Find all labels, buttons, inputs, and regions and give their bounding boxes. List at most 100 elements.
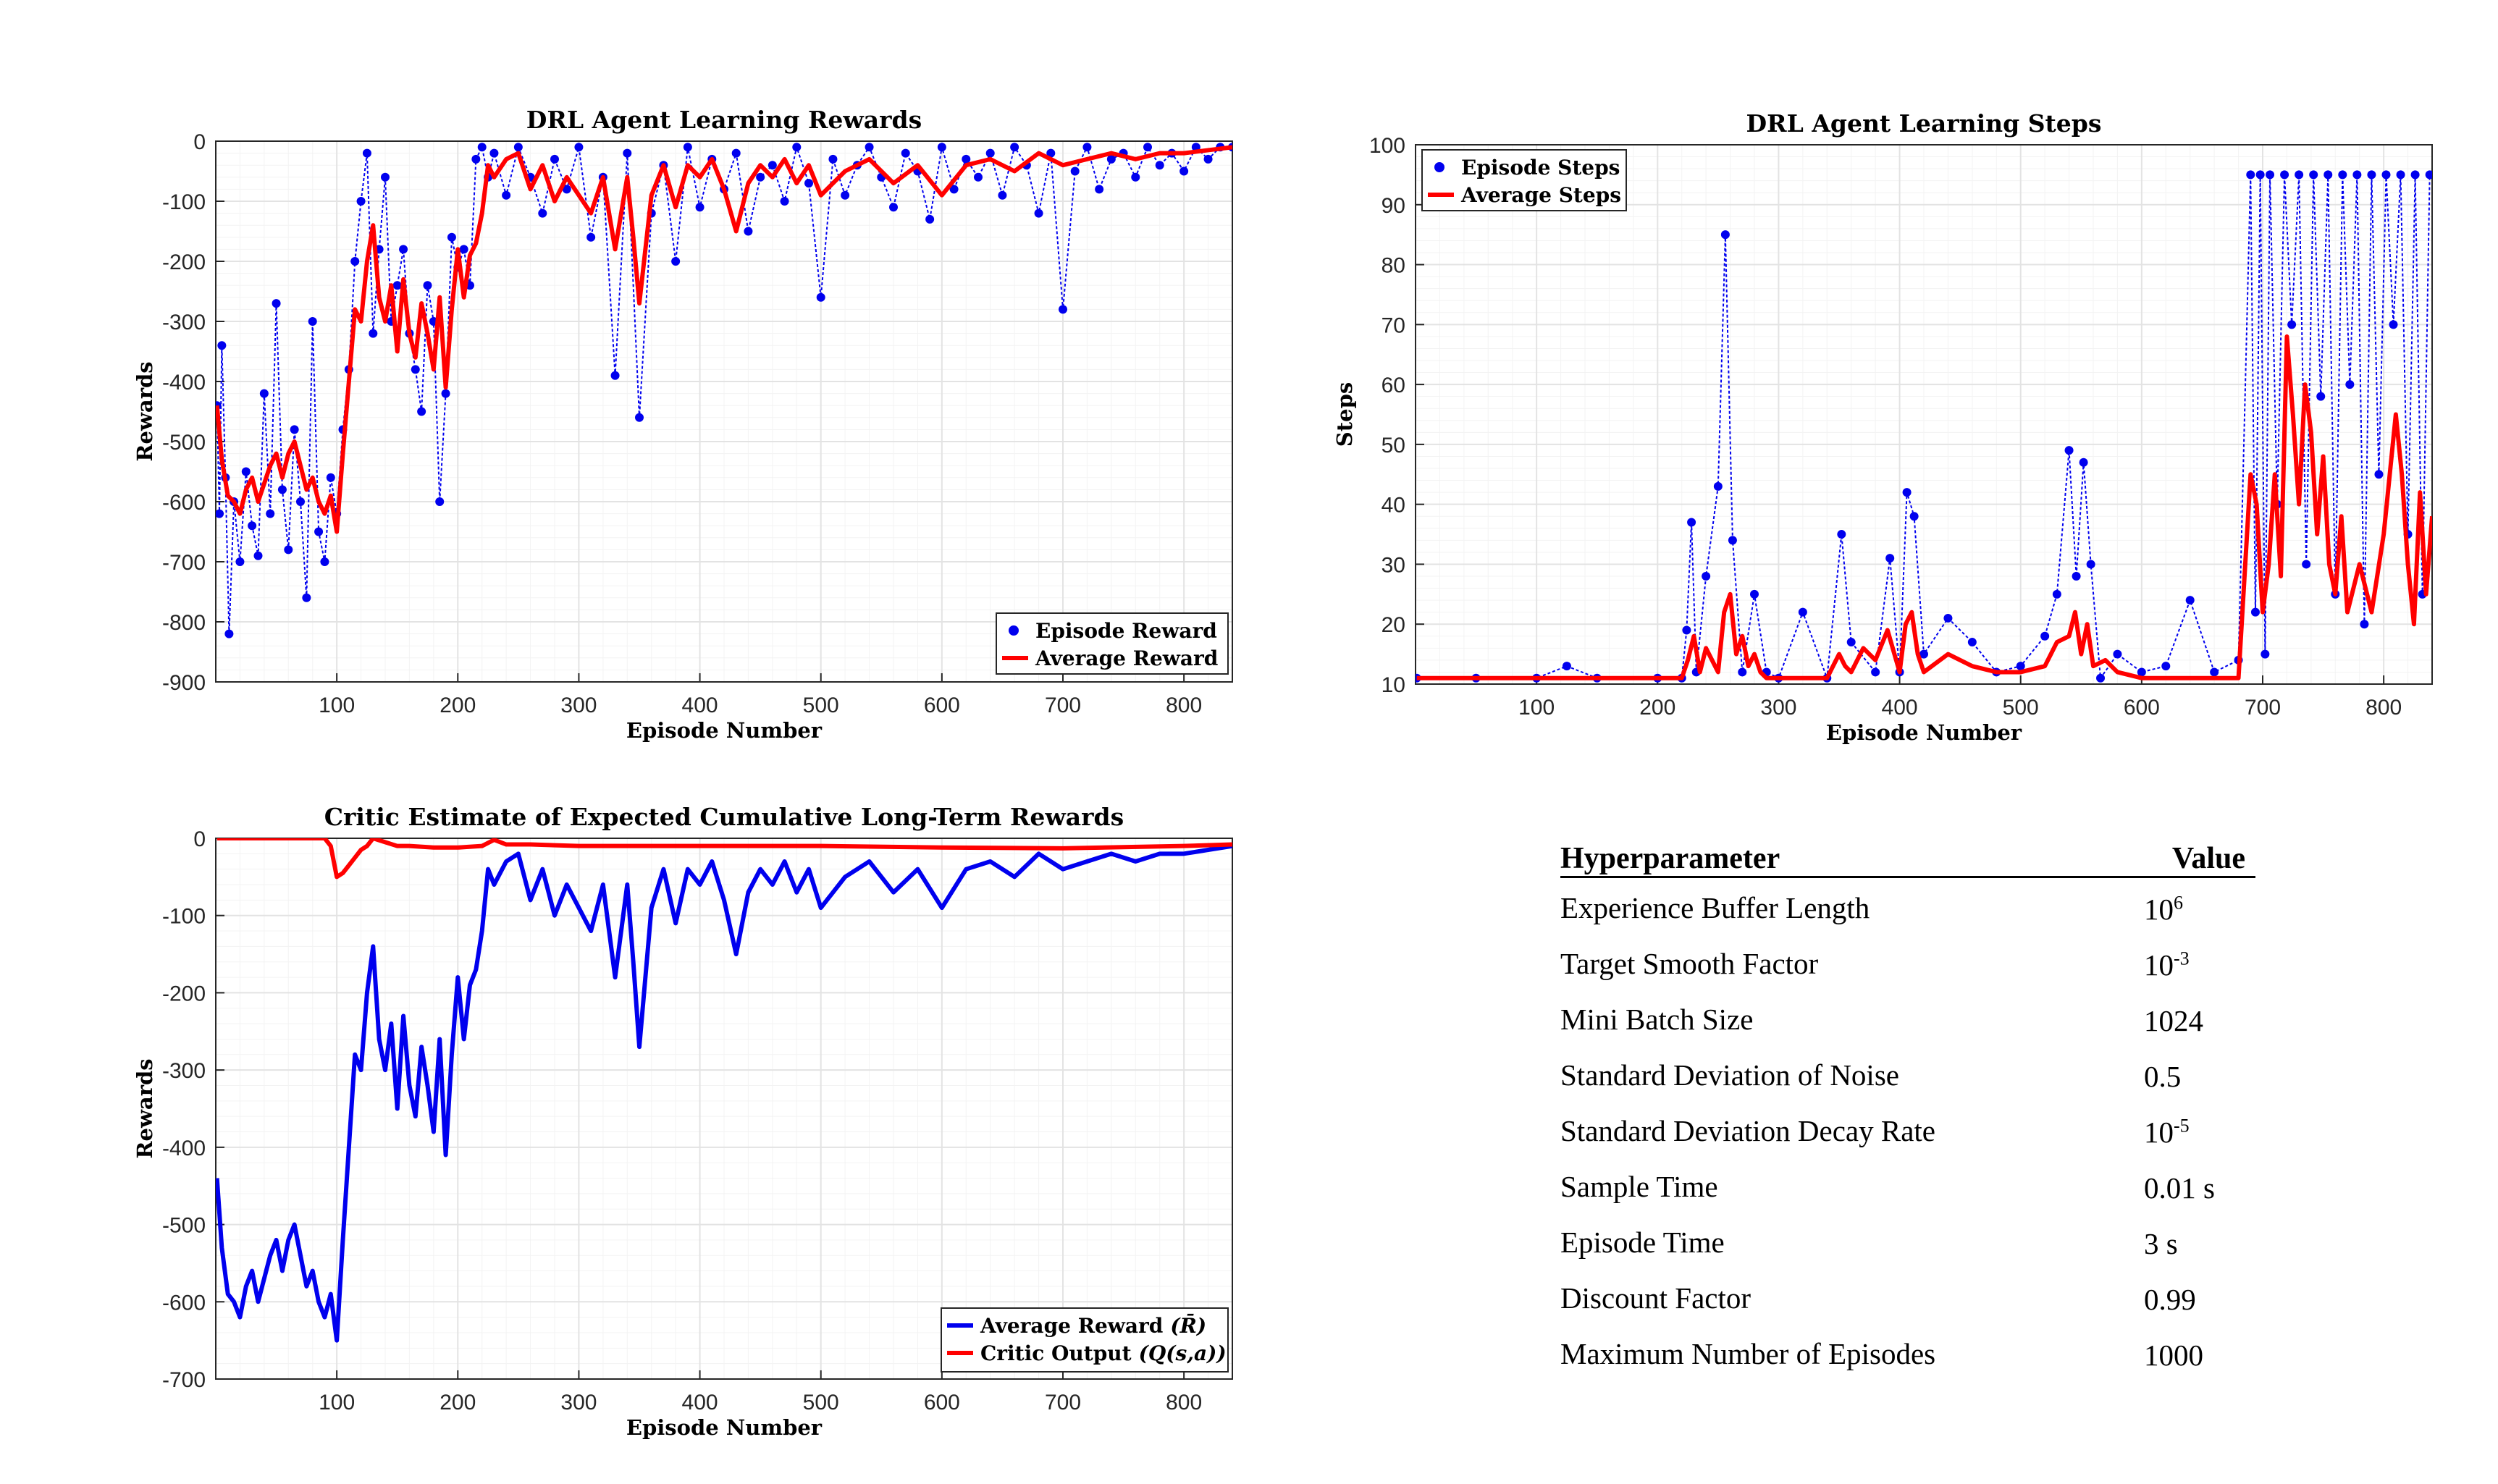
- data-point: [2255, 170, 2265, 180]
- y-tick-label: 80: [1382, 254, 1405, 278]
- y-tick-label: 20: [1382, 613, 1405, 637]
- legend: Episode Steps Average Steps: [1421, 149, 1627, 211]
- data-point: [1846, 638, 1856, 647]
- header-hyperparameter: Hyperparameter: [1560, 842, 1780, 875]
- x-tick-label: 300: [1760, 696, 1796, 720]
- x-tick-label: 500: [803, 1391, 839, 1415]
- y-tick-label: -600: [162, 1291, 206, 1315]
- data-point: [1919, 649, 1928, 659]
- data-point: [253, 551, 263, 560]
- data-point: [2210, 667, 2219, 677]
- data-point: [2064, 446, 2074, 455]
- table-body: Experience Buffer Length 106 Target Smooth…: [1560, 878, 2255, 1380]
- data-point: [2295, 170, 2304, 180]
- y-tick-label: -800: [162, 611, 206, 635]
- data-point: [2185, 596, 2195, 605]
- chart-title: DRL Agent Learning Steps: [1746, 109, 2102, 138]
- data-point: [1203, 154, 1213, 164]
- y-tick-label: -200: [162, 982, 206, 1006]
- x-tick-label: 400: [1882, 696, 1918, 720]
- legend-label: Average Reward (R̄): [980, 1313, 1206, 1338]
- param-value-exponent: 6: [2174, 892, 2183, 914]
- hyperparameter-table: Hyperparameter Value Experience Buffer L…: [1560, 818, 2255, 1380]
- y-tick-label: 90: [1382, 194, 1405, 218]
- data-point: [792, 143, 802, 152]
- series-average-steps: [1416, 334, 2432, 680]
- data-point: [224, 629, 234, 638]
- data-point: [1967, 638, 1977, 647]
- data-point: [2086, 560, 2095, 569]
- series-line: [1416, 334, 2432, 680]
- x-tick-label: 800: [2365, 696, 2402, 720]
- param-name: Target Smooth Factor: [1560, 947, 1819, 980]
- legend-label: Average Reward: [1035, 646, 1218, 670]
- legend-label-name: Average Reward: [980, 1314, 1163, 1338]
- data-point: [423, 281, 432, 290]
- data-point: [2374, 470, 2384, 479]
- data-point: [1034, 208, 1043, 218]
- data-point: [1750, 589, 1759, 599]
- x-tick-label: 600: [924, 693, 960, 717]
- data-point: [277, 485, 287, 494]
- legend-marker: [1434, 162, 1444, 172]
- x-axis-label: Episode Number: [626, 1415, 823, 1440]
- y-tick-label: -700: [162, 551, 206, 575]
- data-point: [302, 593, 311, 602]
- data-point: [1682, 625, 1691, 635]
- data-point: [768, 161, 777, 170]
- data-point: [235, 557, 245, 566]
- data-point: [731, 148, 741, 158]
- data-point: [1687, 518, 1696, 527]
- y-tick-label: 0: [193, 130, 206, 154]
- series-line: [1416, 174, 2431, 680]
- minor-grid: [215, 838, 1233, 1380]
- param-name: Standard Deviation Decay Rate: [1560, 1114, 1936, 1147]
- y-tick-label: 0: [193, 827, 206, 851]
- data-point: [1738, 667, 1747, 677]
- data-point: [780, 197, 789, 206]
- data-point: [865, 143, 874, 152]
- y-tick-label: -400: [162, 371, 206, 395]
- data-point: [1837, 530, 1846, 539]
- chart-steps: 100 200 300 400 500 600 700 800 10 20 30 40 50 60 70 80…: [1332, 109, 2433, 745]
- data-point: [272, 299, 281, 308]
- data-point: [1562, 662, 1571, 671]
- table-row: Target Smooth Factor 10-3: [1560, 934, 2255, 990]
- data-point: [1046, 148, 1056, 158]
- data-point: [841, 190, 850, 200]
- data-point: [2381, 170, 2391, 180]
- x-tick-label: 700: [2245, 696, 2281, 720]
- data-point: [2079, 458, 2088, 467]
- y-axis-label: Rewards: [133, 361, 157, 461]
- data-point: [1059, 305, 1067, 314]
- x-tick-label: 800: [1166, 693, 1202, 717]
- data-point: [2072, 572, 2081, 581]
- data-point: [1798, 607, 1807, 617]
- data-point: [290, 425, 299, 434]
- data-point: [489, 148, 499, 158]
- x-axis-label: Episode Number: [1826, 720, 2022, 745]
- data-point: [2052, 589, 2061, 599]
- param-name: Experience Buffer Length: [1560, 891, 1870, 924]
- data-point: [586, 232, 596, 242]
- data-point: [435, 497, 445, 506]
- y-tick-label: 100: [1369, 134, 1405, 158]
- data-point: [459, 245, 468, 254]
- data-point: [471, 154, 481, 164]
- x-tick-label: 100: [1518, 696, 1555, 720]
- legend-label: Episode Reward: [1035, 619, 1217, 643]
- data-point: [550, 154, 559, 164]
- data-point: [2280, 170, 2289, 180]
- param-value: 1000: [2144, 1338, 2203, 1373]
- data-point: [2161, 662, 2171, 671]
- data-point: [562, 185, 571, 194]
- legend-label-name: Episode Steps: [1461, 156, 1620, 180]
- y-tick-label: 50: [1382, 434, 1405, 458]
- legend-label: Critic Output (Q(s,a)): [980, 1341, 1227, 1365]
- data-point: [804, 179, 813, 188]
- table-header: Hyperparameter Value: [1560, 818, 2255, 878]
- param-name: Mini Batch Size: [1560, 1003, 1754, 1036]
- data-point: [1702, 572, 1711, 581]
- data-point: [2040, 631, 2050, 641]
- legend-label: Average Steps: [1460, 183, 1621, 207]
